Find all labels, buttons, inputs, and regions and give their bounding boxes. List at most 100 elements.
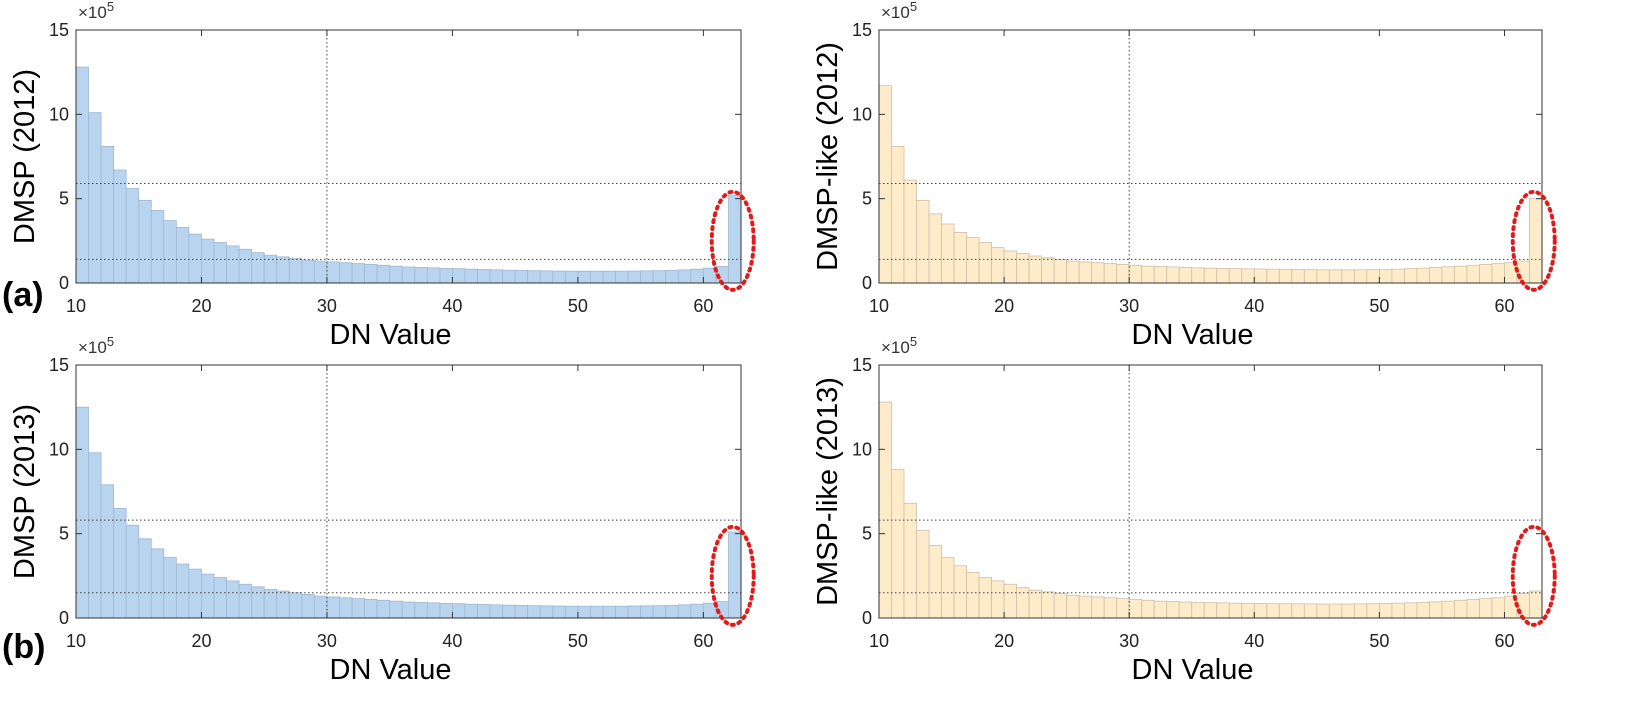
histogram-bar <box>301 593 315 619</box>
histogram-bar <box>125 188 140 284</box>
histogram-bar <box>903 179 917 284</box>
axes-box <box>75 364 742 619</box>
histogram-bar <box>1116 598 1130 619</box>
x-tick-label: 20 <box>994 296 1014 316</box>
histogram-bar <box>1216 602 1230 619</box>
histogram-bar <box>1466 264 1480 284</box>
histogram-bar <box>1003 583 1018 619</box>
histogram-bar <box>401 266 416 284</box>
histogram-bar <box>1203 267 1218 284</box>
histogram-bar <box>351 263 365 284</box>
histogram-bar <box>326 596 340 619</box>
histogram-bar <box>138 199 152 284</box>
histogram-bar <box>1103 263 1118 284</box>
histogram-bar <box>1466 599 1480 619</box>
y-axis-label: DMSP-like (2013) <box>812 377 844 606</box>
histogram-bar <box>125 524 140 619</box>
y-tick-label: 10 <box>49 104 69 124</box>
histogram-bar <box>502 604 516 619</box>
histogram-bar <box>1441 266 1455 284</box>
histogram-bar <box>238 583 253 619</box>
histogram-bar <box>652 270 667 284</box>
histogram-bar <box>100 484 115 619</box>
histogram-bar <box>1416 267 1430 284</box>
histogram-bar <box>1454 265 1468 284</box>
histogram-bar <box>665 604 679 619</box>
y-tick-label: 0 <box>59 273 69 293</box>
histogram-bar <box>891 145 905 284</box>
y-tick-label: 10 <box>852 104 872 124</box>
axes-box <box>878 29 1543 284</box>
histogram-bar <box>364 264 378 284</box>
histogram-bar <box>1529 590 1543 619</box>
histogram-bar <box>150 548 165 619</box>
y-tick-label: 5 <box>862 524 872 544</box>
histogram-bar <box>263 588 278 619</box>
histogram-bar <box>326 261 340 284</box>
histogram-bar <box>953 231 967 284</box>
histogram-bar <box>891 469 905 619</box>
x-axis-label: DN Value <box>1132 319 1254 351</box>
y-exponent-base: ×10 <box>78 338 107 357</box>
histogram-bar <box>615 270 629 284</box>
histogram-bar <box>1303 603 1318 619</box>
histogram-bar <box>150 210 165 284</box>
histogram-bar <box>1429 601 1443 619</box>
histogram-bar <box>313 595 328 619</box>
histogram-bar <box>75 406 89 619</box>
x-axis-label: DN Value <box>330 654 452 686</box>
histogram-bar <box>627 605 642 619</box>
x-tick-label: 50 <box>568 631 588 651</box>
axes-box <box>878 364 1543 619</box>
histogram-bar <box>991 247 1005 284</box>
histogram-bar <box>426 267 441 284</box>
y-exponent-base: ×10 <box>881 3 910 22</box>
y-axis-label: DMSP (2012) <box>9 69 41 244</box>
highlight-ellipse <box>1510 524 1557 627</box>
histogram-bar <box>263 254 278 284</box>
x-tick-label: 10 <box>869 631 889 651</box>
histogram-bar <box>339 597 353 619</box>
x-tick-label: 40 <box>1244 631 1264 651</box>
histogram-bar <box>1353 269 1368 284</box>
x-tick-label: 10 <box>66 296 86 316</box>
y-tick-label: 5 <box>862 189 872 209</box>
histogram-bar <box>1241 602 1255 619</box>
histogram-bar <box>1378 269 1393 284</box>
histogram-bar <box>1391 268 1405 284</box>
histogram-bar <box>928 545 942 619</box>
histogram-bar <box>690 603 704 619</box>
y-exponent-base: ×10 <box>78 3 107 22</box>
histogram-bar <box>238 248 253 284</box>
x-tick-label: 40 <box>442 631 462 651</box>
histogram-bar <box>339 262 353 284</box>
histogram-bar <box>1066 594 1080 619</box>
histogram-bar <box>1416 601 1430 619</box>
y-exponent-power: 5 <box>107 334 114 349</box>
histogram-bar <box>251 252 265 284</box>
histogram-bar <box>1366 603 1380 619</box>
histogram-bar <box>1153 266 1168 284</box>
histogram-bar <box>552 605 566 619</box>
y-tick-label: 5 <box>59 524 69 544</box>
histogram-bar <box>251 586 265 619</box>
x-tick-label: 30 <box>1119 631 1139 651</box>
histogram-bar <box>677 604 692 619</box>
histogram-bar <box>1191 601 1205 619</box>
histogram-bar <box>1491 597 1505 619</box>
x-tick-label: 30 <box>317 631 337 651</box>
histogram-bar <box>1041 257 1055 284</box>
histogram-bar <box>389 600 403 619</box>
x-tick-label: 50 <box>568 296 588 316</box>
x-tick-label: 10 <box>66 631 86 651</box>
histogram-bar <box>1278 268 1293 284</box>
histogram-bar <box>1178 267 1193 284</box>
histogram-bar <box>288 592 303 619</box>
histogram-bar <box>1441 600 1455 619</box>
x-tick-label: 50 <box>1369 296 1389 316</box>
histogram-bar <box>113 169 127 284</box>
histogram-bar <box>916 529 930 619</box>
histogram-bar <box>88 452 102 619</box>
x-tick-label: 20 <box>191 296 211 316</box>
